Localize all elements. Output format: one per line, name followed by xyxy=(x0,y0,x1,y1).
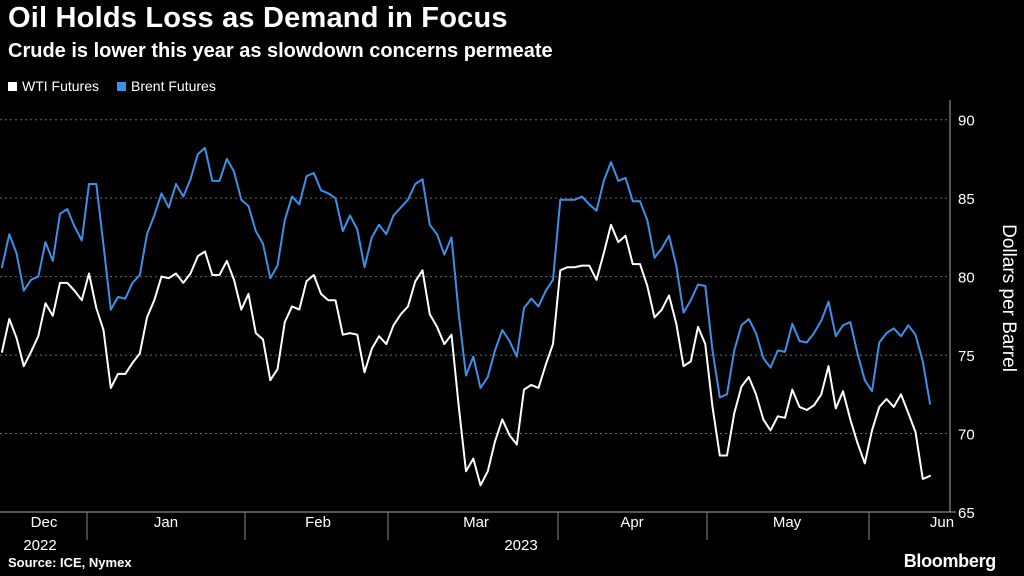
x-tick-label-feb: Feb xyxy=(305,514,331,531)
x-tick-label-apr: Apr xyxy=(620,514,643,531)
bloomberg-logo: Bloomberg xyxy=(903,551,997,571)
y-tick-label-90: 90 xyxy=(958,113,975,130)
x-year-label-2023: 2023 xyxy=(504,537,537,554)
brent-swatch xyxy=(117,81,127,91)
legend-label-wti: WTI Futures xyxy=(22,78,100,94)
source-note: Source: ICE, Nymex xyxy=(8,555,132,570)
x-tick-label-may: May xyxy=(773,514,802,531)
x-year-label-2022: 2022 xyxy=(23,537,56,554)
y-tick-label-80: 80 xyxy=(958,270,975,287)
legend-item-wti: WTI Futures xyxy=(8,78,99,94)
series-line-brent xyxy=(1,146,931,405)
chart-title: Oil Holds Loss as Demand in Focus xyxy=(8,2,508,34)
x-tick-label-mar: Mar xyxy=(463,514,489,531)
y-axis-title: Dollars per Barrel xyxy=(998,224,1019,372)
x-tick-label-jan: Jan xyxy=(154,514,178,531)
wti-swatch xyxy=(8,81,17,91)
y-tick-label-75: 75 xyxy=(958,348,975,365)
y-tick-label-70: 70 xyxy=(958,427,975,444)
legend: WTI Futures Brent Futures xyxy=(8,78,216,94)
y-tick-label-85: 85 xyxy=(958,191,975,208)
y-tick-label-65: 65 xyxy=(958,505,975,522)
x-tick-label-dec: Dec xyxy=(31,514,58,531)
legend-label-brent: Brent Futures xyxy=(131,78,216,94)
series-line-wti xyxy=(1,223,931,487)
legend-item-brent: Brent Futures xyxy=(117,78,216,94)
chart-subtitle: Crude is lower this year as slowdown con… xyxy=(8,40,553,62)
x-tick-label-jun: Jun xyxy=(930,514,954,531)
